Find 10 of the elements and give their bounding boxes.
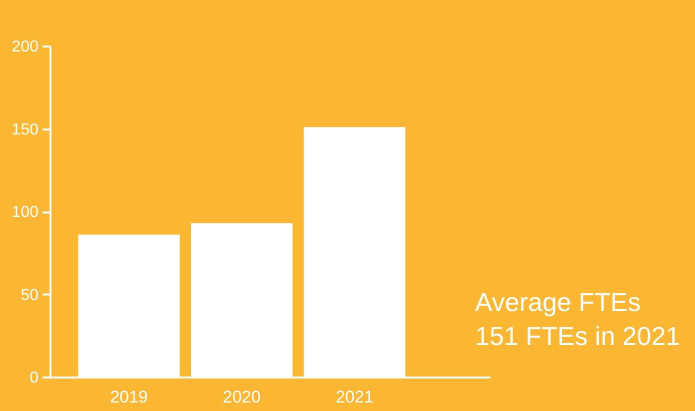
y-tick-label: 50 — [20, 286, 39, 304]
y-tick-label: 150 — [12, 121, 39, 138]
annotation: 151 FTEs in 2021 — [475, 321, 680, 351]
y-tick-label: 0 — [30, 370, 39, 386]
x-tick-label: 2019 — [110, 388, 148, 406]
y-tick-label: 100 — [12, 204, 39, 221]
x-tick-label: 2020 — [222, 388, 261, 406]
y-tick-label: 200 — [12, 38, 39, 56]
annotation: Average FTEs — [475, 287, 641, 317]
x-tick-label: 2021 — [336, 388, 374, 406]
